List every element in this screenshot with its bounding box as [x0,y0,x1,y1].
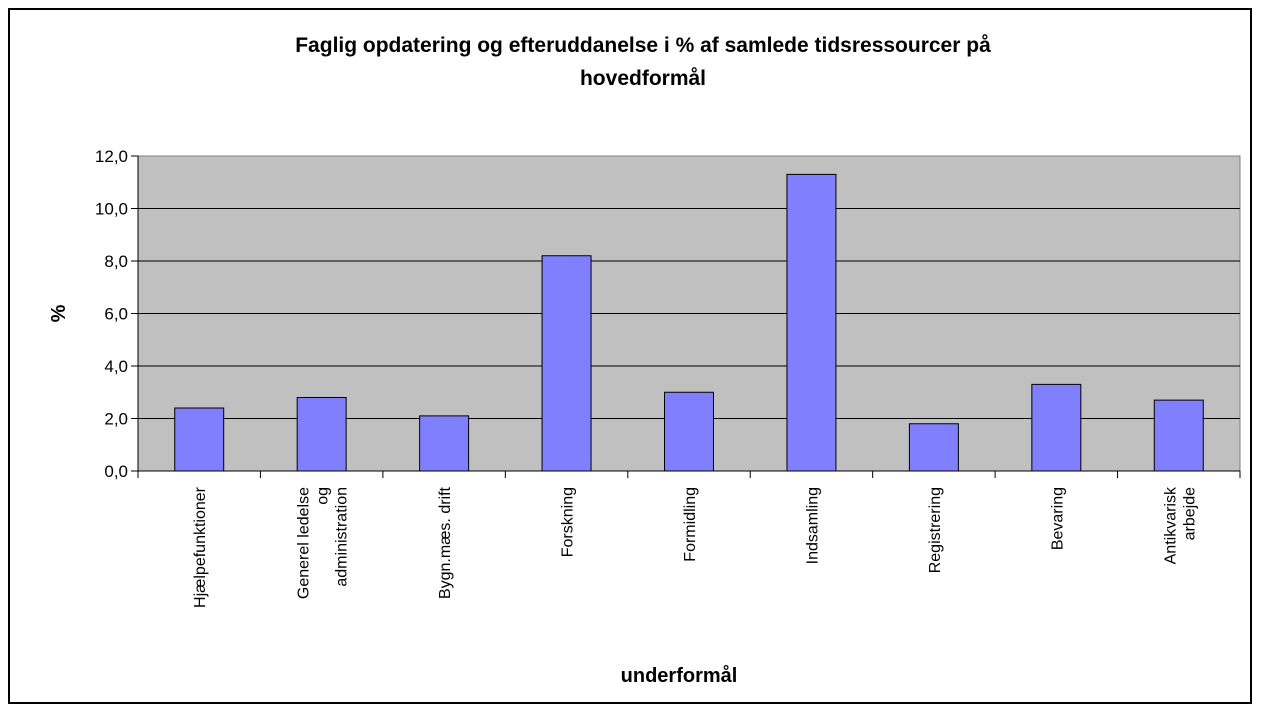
x-tick-label-line: Antikvarisk [1162,486,1179,564]
x-tick-label: Forskning [560,487,577,557]
chart-title-line: hovedformål [580,67,706,90]
bar [786,173,837,472]
x-tick-label: Antikvarisk arbejde [1162,486,1198,564]
x-tick-label-line: administration [334,487,351,587]
x-tick-label-line: Indsamling [804,487,821,564]
x-tick-label: Registrering [927,487,944,573]
x-tick-label-line: arbejde [1181,487,1198,540]
bar [419,415,470,472]
x-tick-label-line: og [315,487,332,505]
x-tick-label: Bygn.mæs. drift [437,486,454,599]
x-tick-label-line: Hjælpefunktioner [192,486,209,608]
x-tick-label: Indsamling [804,487,821,564]
x-tick-label-line: Bygn.mæs. drift [437,486,454,599]
y-tick-label: 10,0 [95,200,128,219]
bar [1153,399,1204,472]
x-tick-label: Bevaring [1049,487,1066,550]
x-tick-label-line: Forskning [560,487,577,557]
bar [174,407,225,472]
y-tick-label: 8,0 [104,252,128,271]
y-tick-label: 0,0 [104,462,128,481]
x-tick-label: Hjælpefunktioner [192,486,209,608]
x-axis-title: underformål [621,664,738,687]
x-tick-label: Formidling [682,487,699,562]
x-tick-label: Generel ledelse og administration [296,487,351,599]
bar [296,397,347,472]
x-tick-label-line: Bevaring [1049,487,1066,550]
bar [664,391,714,472]
chart-svg: Faglig opdatering og efteruddanelse i % … [48,34,1241,687]
bar [541,255,592,472]
chart-title-line: Faglig opdatering og efteruddanelse i % … [295,34,991,57]
chart-frame: Faglig opdatering og efteruddanelse i % … [8,8,1252,704]
y-tick-label: 2,0 [104,410,128,429]
y-tick-label: 6,0 [104,305,128,324]
x-tick-label-line: Formidling [682,487,699,562]
y-axis-title: % [48,304,70,322]
y-tick-label: 12,0 [95,147,128,166]
bar [908,423,959,472]
x-tick-label-line: Generel ledelse [296,487,313,599]
y-tick-label: 4,0 [104,357,128,376]
bar [1031,383,1082,472]
x-tick-label-line: Registrering [927,487,944,573]
